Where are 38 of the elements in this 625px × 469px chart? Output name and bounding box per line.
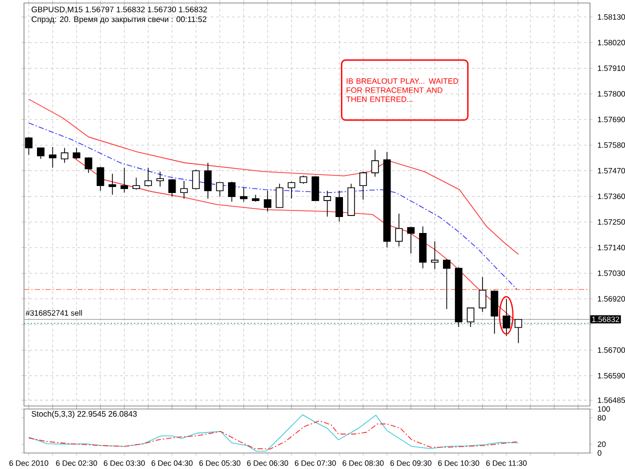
candlestick: [336, 190, 343, 222]
candlestick: [324, 190, 332, 218]
candlestick: [84, 156, 92, 174]
candlestick: [72, 147, 80, 160]
candlestick: [120, 167, 128, 194]
candlestick: [371, 149, 379, 178]
candlestick: [216, 182, 224, 197]
candlestick: [96, 166, 104, 192]
candlestick: [502, 298, 510, 336]
candlestick: [156, 171, 164, 187]
candlestick: [144, 167, 152, 187]
line-series: [28, 420, 519, 450]
candlestick: [264, 190, 272, 212]
candlestick: [168, 178, 176, 197]
candlestick: [407, 226, 415, 254]
candlestick: [288, 181, 296, 200]
candlestick: [240, 187, 248, 202]
candlestick: [25, 136, 33, 156]
candlestick: [442, 258, 450, 310]
candlestick: [48, 146, 56, 168]
candlestick: [359, 171, 367, 200]
candlestick: [514, 318, 522, 344]
candlestick: [395, 213, 403, 247]
chart-title: Stoch(5,3,3) 22.9545 26.0843: [32, 410, 137, 418]
candlestick: [192, 169, 200, 190]
text: Спрэд: 20. Время до закрытия свечи : 00:11:52: [32, 16, 206, 24]
candlestick: [108, 173, 116, 196]
candlestick: [60, 147, 68, 164]
candlestick: [276, 183, 284, 208]
candlestick: [180, 180, 188, 200]
candlestick: [204, 162, 212, 200]
candlestick: [228, 181, 236, 202]
candlestick: [132, 177, 140, 190]
chart-title: GBPUSD,M15 1.56797 1.56832 1.56730 1.56832: [32, 6, 207, 14]
candlestick: [466, 308, 474, 328]
candlestick: [478, 276, 486, 312]
line-series: [28, 98, 519, 255]
line-series: [28, 122, 518, 290]
